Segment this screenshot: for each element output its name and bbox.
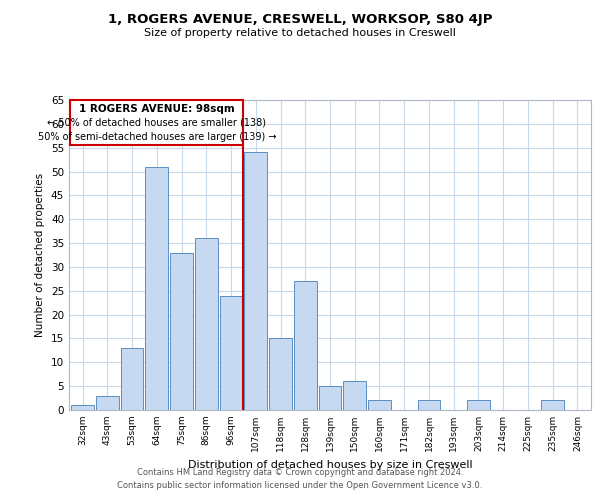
Text: Contains HM Land Registry data © Crown copyright and database right 2024.: Contains HM Land Registry data © Crown c… bbox=[137, 468, 463, 477]
Bar bbox=[294, 281, 317, 410]
Bar bbox=[145, 167, 168, 410]
Text: 1 ROGERS AVENUE: 98sqm: 1 ROGERS AVENUE: 98sqm bbox=[79, 104, 235, 114]
Bar bbox=[220, 296, 242, 410]
FancyBboxPatch shape bbox=[70, 100, 244, 146]
Bar bbox=[195, 238, 218, 410]
Bar bbox=[71, 405, 94, 410]
Bar bbox=[319, 386, 341, 410]
Bar bbox=[121, 348, 143, 410]
Bar bbox=[96, 396, 119, 410]
Bar bbox=[244, 152, 267, 410]
Bar bbox=[343, 382, 366, 410]
X-axis label: Distribution of detached houses by size in Creswell: Distribution of detached houses by size … bbox=[188, 460, 472, 469]
Text: 1, ROGERS AVENUE, CRESWELL, WORKSOP, S80 4JP: 1, ROGERS AVENUE, CRESWELL, WORKSOP, S80… bbox=[108, 12, 492, 26]
Text: Contains public sector information licensed under the Open Government Licence v3: Contains public sector information licen… bbox=[118, 480, 482, 490]
Bar bbox=[541, 400, 564, 410]
Bar bbox=[170, 252, 193, 410]
Text: ← 50% of detached houses are smaller (138): ← 50% of detached houses are smaller (13… bbox=[47, 118, 266, 128]
Bar bbox=[418, 400, 440, 410]
Bar bbox=[269, 338, 292, 410]
Bar bbox=[368, 400, 391, 410]
Y-axis label: Number of detached properties: Number of detached properties bbox=[35, 173, 46, 337]
Text: 50% of semi-detached houses are larger (139) →: 50% of semi-detached houses are larger (… bbox=[38, 132, 276, 142]
Text: Size of property relative to detached houses in Creswell: Size of property relative to detached ho… bbox=[144, 28, 456, 38]
Bar bbox=[467, 400, 490, 410]
